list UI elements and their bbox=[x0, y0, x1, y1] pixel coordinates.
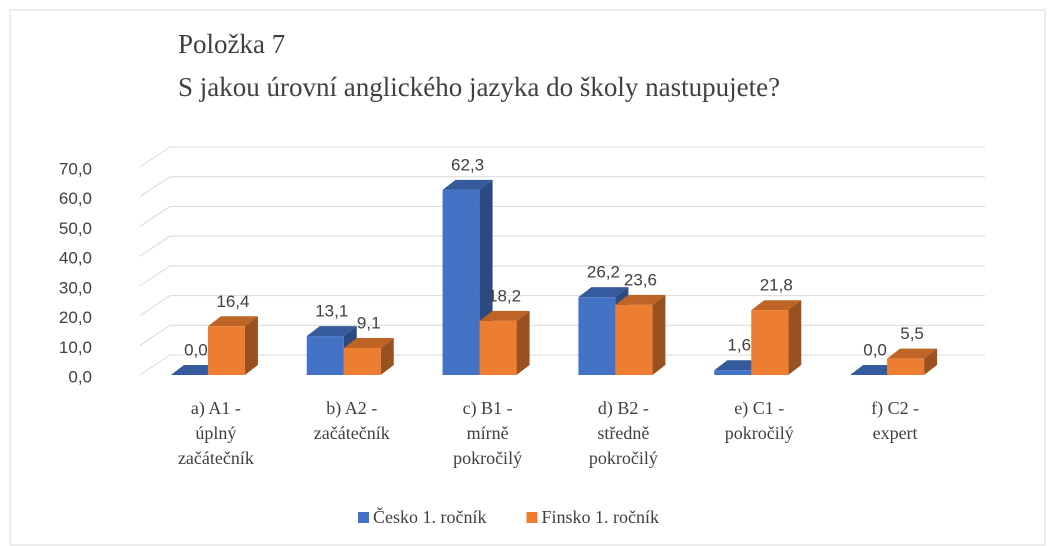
data-label: 1,6 bbox=[727, 336, 751, 355]
bar bbox=[442, 189, 480, 375]
data-label: 18,2 bbox=[488, 286, 521, 305]
y-tick-label: 70,0 bbox=[59, 159, 92, 178]
bar-top bbox=[343, 337, 394, 348]
data-label: 5,5 bbox=[900, 324, 924, 343]
bar bbox=[479, 320, 517, 375]
x-tick-label: pokročilý bbox=[453, 448, 522, 468]
chart-title: Položka 7 bbox=[178, 29, 285, 59]
data-label: 0,0 bbox=[863, 340, 887, 359]
bar-side bbox=[924, 348, 938, 375]
data-label: 13,1 bbox=[315, 302, 348, 321]
data-label: 21,8 bbox=[760, 276, 793, 295]
bar-top bbox=[442, 179, 493, 190]
bar bbox=[343, 347, 381, 375]
bar-side bbox=[380, 337, 394, 375]
y-tick-label: 10,0 bbox=[59, 338, 92, 357]
x-tick-label: mírně bbox=[467, 423, 509, 443]
y-tick-label: 20,0 bbox=[59, 308, 92, 327]
y-tick-label: 40,0 bbox=[59, 249, 92, 268]
x-tick-label: a) A1 - bbox=[191, 398, 241, 419]
x-tick-label: středně bbox=[597, 423, 649, 443]
x-tick-label: b) A2 - bbox=[326, 398, 377, 419]
bar-top bbox=[751, 300, 802, 311]
x-tick-label: pokročilý bbox=[589, 448, 658, 468]
chart-subtitle: S jakou úrovní anglického jazyka do škol… bbox=[178, 72, 780, 102]
x-tick-label: e) C1 - bbox=[734, 398, 784, 419]
bar bbox=[207, 326, 245, 375]
x-tick-label: úplný bbox=[195, 423, 236, 443]
data-label: 26,2 bbox=[587, 263, 620, 282]
bar bbox=[887, 358, 925, 375]
x-tick-label: začátečník bbox=[314, 423, 390, 443]
data-label: 16,4 bbox=[216, 292, 249, 311]
chart-border bbox=[9, 9, 1046, 546]
bar bbox=[751, 310, 789, 375]
legend-label: Česko 1. ročník bbox=[373, 506, 486, 527]
x-tick-label: c) B1 - bbox=[463, 398, 513, 419]
grid-line bbox=[139, 205, 985, 227]
data-label: 0,0 bbox=[184, 340, 208, 359]
x-tick-label: pokročilý bbox=[725, 423, 794, 443]
data-label: 62,3 bbox=[451, 155, 484, 174]
legend-swatch bbox=[358, 512, 369, 523]
bar-top bbox=[578, 287, 629, 298]
grid-line bbox=[139, 354, 985, 376]
bar-side bbox=[652, 294, 666, 375]
grid-line bbox=[139, 146, 985, 168]
bar-side bbox=[516, 310, 530, 375]
bar-top bbox=[479, 310, 530, 321]
y-tick-label: 60,0 bbox=[59, 189, 92, 208]
bar-top bbox=[615, 294, 666, 305]
bar bbox=[306, 336, 344, 375]
data-label: 9,1 bbox=[357, 313, 381, 332]
y-tick-label: 50,0 bbox=[59, 219, 92, 238]
y-tick-label: 30,0 bbox=[59, 278, 92, 297]
grid-line bbox=[139, 324, 985, 346]
x-tick-label: f) C2 - bbox=[871, 398, 919, 419]
bar-side bbox=[244, 316, 258, 375]
bar bbox=[578, 297, 616, 375]
bar bbox=[615, 304, 653, 375]
legend-label: Finsko 1. ročník bbox=[541, 507, 659, 527]
bar-top bbox=[887, 348, 938, 359]
grid-line bbox=[139, 295, 985, 316]
grid-line bbox=[139, 176, 985, 198]
legend-swatch bbox=[526, 512, 538, 523]
y-tick-label: 0,0 bbox=[68, 367, 92, 386]
bar bbox=[714, 370, 752, 375]
x-tick-label: d) B2 - bbox=[598, 398, 649, 419]
bar-top bbox=[207, 316, 258, 327]
grid-line bbox=[139, 235, 985, 257]
bar-top bbox=[306, 326, 357, 337]
bar-side bbox=[788, 300, 802, 375]
data-label: 23,6 bbox=[624, 270, 657, 289]
grid-line bbox=[139, 265, 985, 287]
x-tick-label: začátečník bbox=[178, 448, 254, 468]
x-tick-label: expert bbox=[873, 423, 918, 443]
